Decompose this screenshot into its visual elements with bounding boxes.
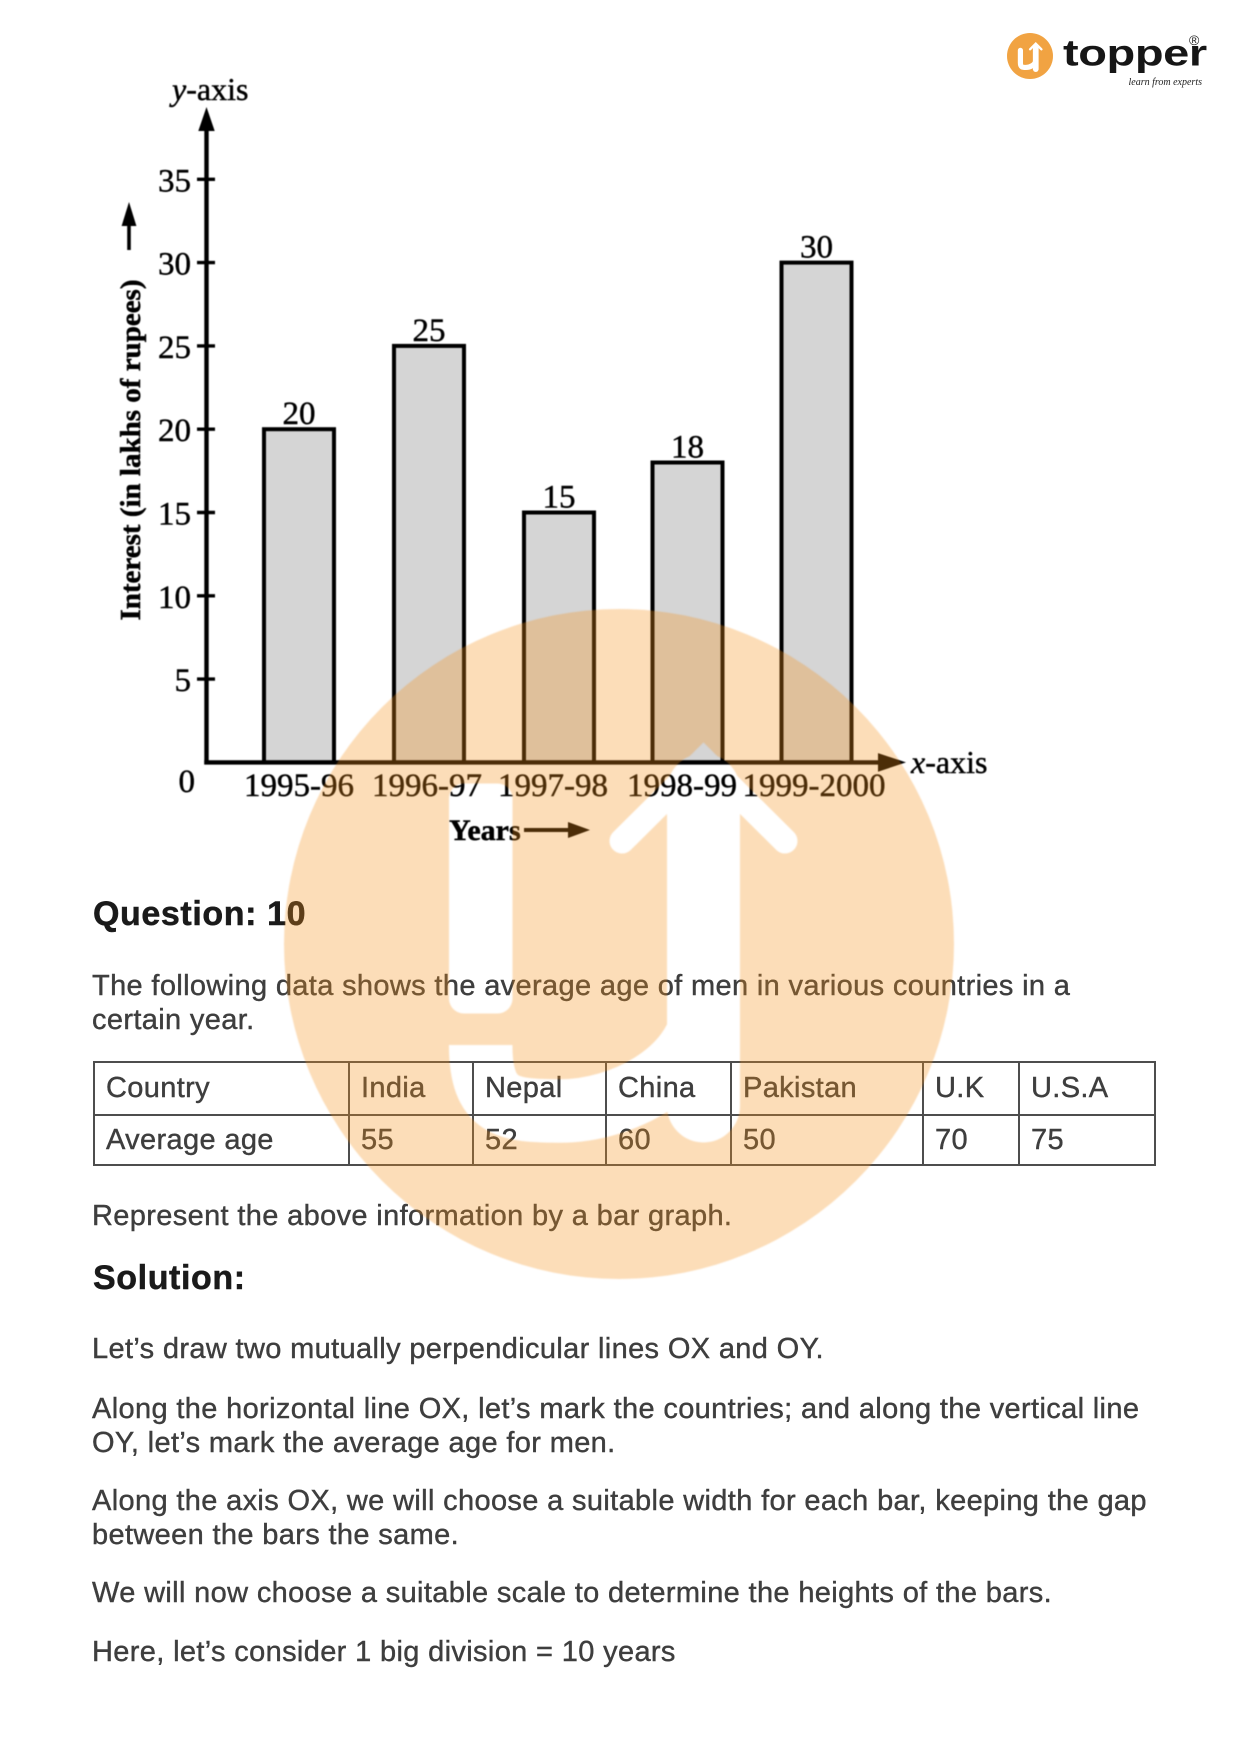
svg-text:20: 20 bbox=[158, 413, 191, 449]
svg-text:25: 25 bbox=[413, 313, 446, 349]
svg-text:x-axis: x-axis bbox=[910, 744, 987, 780]
svg-text:35: 35 bbox=[158, 163, 191, 199]
svg-text:0: 0 bbox=[179, 764, 196, 800]
svg-text:y-axis: y-axis bbox=[169, 71, 248, 107]
svg-text:10: 10 bbox=[158, 580, 191, 616]
svg-text:15: 15 bbox=[158, 497, 191, 533]
svg-text:1999-2000: 1999-2000 bbox=[743, 768, 886, 804]
svg-text:1998-99: 1998-99 bbox=[627, 768, 737, 804]
svg-text:25: 25 bbox=[158, 330, 191, 366]
svg-text:1997-98: 1997-98 bbox=[498, 768, 608, 804]
svg-text:30: 30 bbox=[800, 230, 833, 266]
svg-text:5: 5 bbox=[175, 663, 192, 699]
svg-text:Years: Years bbox=[449, 814, 521, 847]
svg-text:Interest (in lakhs of rupees): Interest (in lakhs of rupees) bbox=[115, 279, 147, 620]
svg-text:30: 30 bbox=[158, 247, 191, 283]
svg-text:1996-97: 1996-97 bbox=[372, 768, 482, 804]
svg-text:20: 20 bbox=[283, 396, 316, 432]
svg-text:18: 18 bbox=[671, 430, 704, 466]
svg-text:15: 15 bbox=[543, 480, 576, 516]
svg-text:1995-96: 1995-96 bbox=[244, 768, 354, 804]
